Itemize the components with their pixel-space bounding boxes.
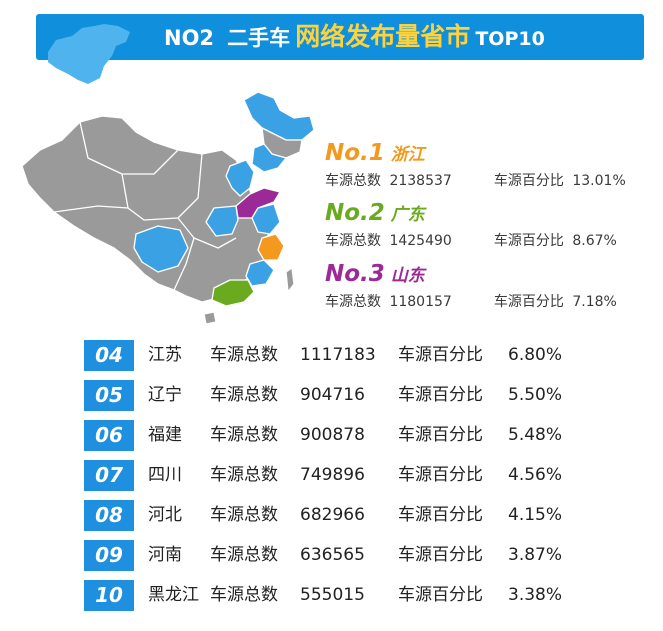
list-item: 05 辽宁 车源总数 904716 车源百分比 5.50%	[84, 380, 604, 411]
banner-title-part3: 网络发布量省市	[295, 22, 471, 51]
list-item: 08 河北 车源总数 682966 车源百分比 4.15%	[84, 500, 604, 531]
china-province-map	[21, 91, 315, 325]
rank-number: No.2	[325, 200, 385, 226]
percent-label: 车源百分比	[493, 173, 564, 189]
rank-badge: 09	[84, 540, 134, 571]
map-hebei	[225, 159, 255, 197]
map-zhejiang	[257, 233, 285, 261]
total-label: 车源总数	[210, 465, 278, 485]
percent-value: 3.87%	[508, 545, 563, 565]
list-item: 10 黑龙江 车源总数 555015 车源百分比 3.38%	[84, 580, 604, 611]
list-item: 06 福建 车源总数 900878 车源百分比 5.48%	[84, 420, 604, 451]
percent-label: 车源百分比	[398, 545, 483, 565]
rank-badge: 06	[84, 420, 134, 451]
province-name: 河北	[148, 505, 182, 525]
percent-value: 3.38%	[508, 585, 563, 605]
percent-label: 车源百分比	[398, 345, 483, 365]
map-henan	[205, 205, 239, 237]
province-name: 江苏	[148, 345, 182, 365]
rank-badge: 04	[84, 340, 134, 371]
map-heilongjiang	[243, 91, 315, 141]
total-value: 749896	[300, 465, 365, 485]
percent-value: 5.48%	[508, 425, 563, 445]
percent-value: 5.50%	[508, 385, 563, 405]
top3-item-2: No.2 广东 车源总数 1425490 车源百分比 8.67%	[325, 200, 617, 250]
top3-item-1: No.1 浙江 车源总数 2138537 车源百分比 13.01%	[325, 140, 626, 190]
total-label: 车源总数	[210, 505, 278, 525]
province-name: 辽宁	[148, 385, 182, 405]
province-name: 山东	[390, 266, 425, 286]
total-label: 车源总数	[325, 233, 381, 249]
percent-label: 车源百分比	[493, 233, 564, 249]
total-value: 1117183	[300, 345, 376, 365]
total-value: 904716	[300, 385, 365, 405]
total-label: 车源总数	[325, 173, 381, 189]
banner-title-part4: TOP10	[475, 28, 545, 50]
total-label: 车源总数	[210, 545, 278, 565]
total-value: 636565	[300, 545, 365, 565]
map-jiangsu	[251, 203, 281, 235]
percent-label: 车源百分比	[398, 465, 483, 485]
map-liaoning	[251, 143, 287, 173]
list-item: 09 河南 车源总数 636565 车源百分比 3.87%	[84, 540, 604, 571]
rank-number: No.1	[325, 140, 385, 166]
percent-label: 车源百分比	[493, 294, 564, 310]
banner-title-part1: NO2	[164, 26, 215, 50]
percent-value: 7.18%	[572, 294, 617, 310]
map-guangdong	[211, 279, 255, 307]
percent-value: 4.56%	[508, 465, 563, 485]
province-name: 广东	[390, 205, 425, 225]
percent-label: 车源百分比	[398, 585, 483, 605]
total-value: 2138537	[389, 173, 452, 189]
province-name: 黑龙江	[148, 585, 199, 605]
total-label: 车源总数	[325, 294, 381, 310]
title-banner: NO2 二手车 网络发布量省市 TOP10	[36, 14, 644, 84]
province-name: 河南	[148, 545, 182, 565]
map-shandong	[235, 187, 281, 219]
banner-title-part2: 二手车	[227, 26, 291, 50]
banner-title: NO2 二手车 网络发布量省市 TOP10	[164, 14, 545, 60]
total-value: 682966	[300, 505, 365, 525]
total-value: 900878	[300, 425, 365, 445]
percent-value: 4.15%	[508, 505, 563, 525]
rank-badge: 07	[84, 460, 134, 491]
total-label: 车源总数	[210, 345, 278, 365]
percent-value: 13.01%	[572, 173, 626, 189]
map-sichuan	[133, 225, 189, 273]
map-fujian	[245, 259, 275, 287]
list-item: 04 江苏 车源总数 1117183 车源百分比 6.80%	[84, 340, 604, 371]
rank-badge: 05	[84, 380, 134, 411]
map-taiwan	[285, 267, 295, 293]
percent-value: 6.80%	[508, 345, 563, 365]
province-name: 福建	[148, 425, 182, 445]
total-value: 1180157	[389, 294, 452, 310]
rank-badge: 10	[84, 580, 134, 611]
list-item: 07 四川 车源总数 749896 车源百分比 4.56%	[84, 460, 604, 491]
rank-badge: 08	[84, 500, 134, 531]
china-silhouette-icon	[48, 24, 130, 84]
percent-value: 8.67%	[572, 233, 617, 249]
percent-label: 车源百分比	[398, 385, 483, 405]
total-label: 车源总数	[210, 585, 278, 605]
percent-label: 车源百分比	[398, 425, 483, 445]
total-label: 车源总数	[210, 385, 278, 405]
province-name: 浙江	[390, 145, 425, 165]
percent-label: 车源百分比	[398, 505, 483, 525]
map-hainan	[203, 311, 217, 325]
rank-number: No.3	[325, 261, 385, 287]
total-label: 车源总数	[210, 425, 278, 445]
total-value: 555015	[300, 585, 365, 605]
top3-item-3: No.3 山东 车源总数 1180157 车源百分比 7.18%	[325, 261, 617, 311]
province-name: 四川	[148, 465, 182, 485]
total-value: 1425490	[389, 233, 452, 249]
